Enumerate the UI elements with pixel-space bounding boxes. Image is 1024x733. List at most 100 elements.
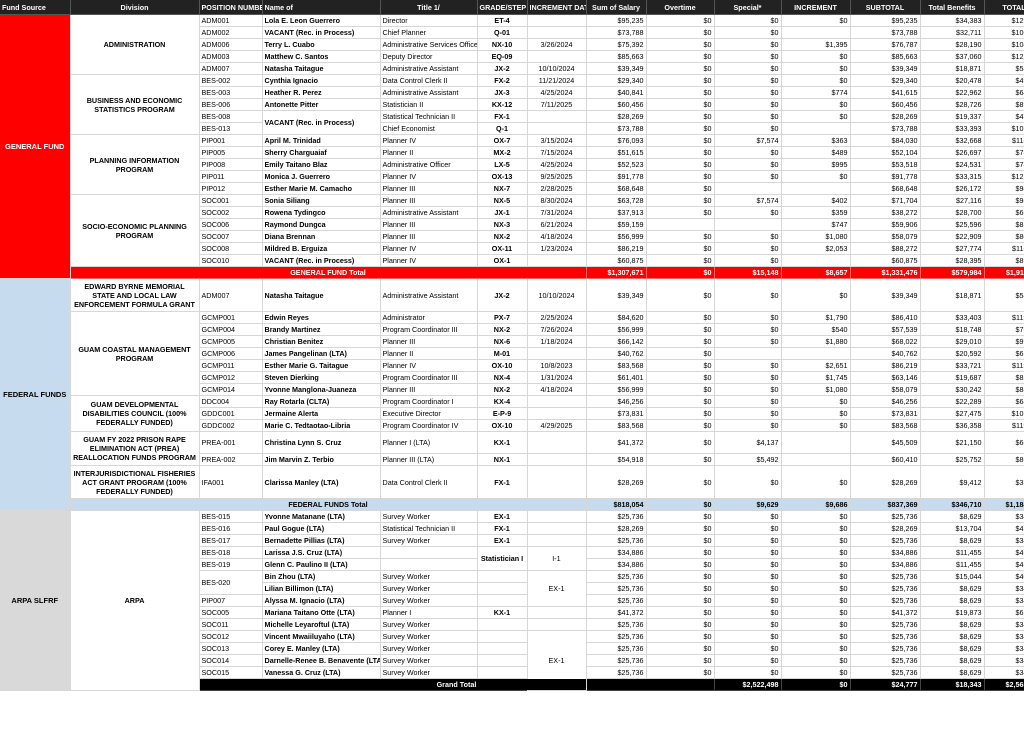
cell-subtotal: $25,736 xyxy=(850,630,921,643)
cell-benefits: $8,629 xyxy=(920,534,985,547)
cell-grade: JX-2 xyxy=(477,278,528,312)
cell-overtime: $0 xyxy=(646,62,715,75)
cell-total: $34,365 xyxy=(984,582,1024,595)
cell-grade: KX-1 xyxy=(477,606,528,619)
cell-total: $82,833 xyxy=(984,371,1024,384)
cell-benefits: $34,383 xyxy=(920,14,985,27)
cell-increment-date: 2/28/2025 xyxy=(527,182,587,195)
cell-increment xyxy=(781,182,851,195)
cell-overtime: $0 xyxy=(646,431,715,454)
cell-name: Rowena Tydingco xyxy=(262,206,381,219)
cell-salary: $85,663 xyxy=(586,50,647,63)
cell-grade: NX-2 xyxy=(477,383,528,396)
cell-subtotal: $46,256 xyxy=(850,395,921,408)
cell-name: Michelle Leyaroftul (LTA) xyxy=(262,618,381,631)
cell-name: Natasha Taitague xyxy=(262,278,381,312)
grand-total-value: $18,343 xyxy=(920,678,985,691)
cell-increment-date: 1/31/2024 xyxy=(527,371,587,384)
cell-total: $49,818 xyxy=(984,74,1024,87)
cell-increment-date: 10/10/2024 xyxy=(527,278,587,312)
cell-position: SOC011 xyxy=(199,618,263,631)
cell-grade: NX-2 xyxy=(477,323,528,336)
cell-position: BES-015 xyxy=(199,510,263,523)
cell-benefits: $22,909 xyxy=(920,230,985,243)
cell-title: Planner II xyxy=(380,146,478,159)
cell-grade: KX-1 xyxy=(477,431,528,454)
fund-source-arpa: ARPA SLFRF xyxy=(0,510,71,691)
cell-salary: $28,269 xyxy=(586,522,647,535)
cell-total: $34,365 xyxy=(984,642,1024,655)
cell-subtotal: $39,349 xyxy=(850,278,921,312)
cell-benefits: $8,629 xyxy=(920,666,985,679)
cell-increment-date: 4/25/2024 xyxy=(527,86,587,99)
cell-special: $0 xyxy=(714,14,782,27)
total-row-federal: FEDERAL FUNDS Total $818,054 $0 $9,629 $9,68… xyxy=(0,498,1024,511)
cell-grade: NX-4 xyxy=(477,371,528,384)
cell-overtime: $0 xyxy=(646,146,715,159)
cell-position: SOC007 xyxy=(199,230,263,243)
cell-name: Matthew C. Santos xyxy=(262,50,381,63)
cell-subtotal: $68,022 xyxy=(850,335,921,348)
cell-grade: LX-5 xyxy=(477,158,528,171)
cell-increment-date xyxy=(527,395,587,408)
cell-subtotal: $60,875 xyxy=(850,254,921,267)
cell-salary: $83,568 xyxy=(586,419,647,432)
cell-overtime: $0 xyxy=(646,230,715,243)
cell-position: GCMP012 xyxy=(199,371,263,384)
table-row: GCMP005 Christian Benitez Planner III NX-6 1… xyxy=(0,335,1024,348)
cell-increment: $0 xyxy=(781,630,851,643)
cell-subtotal: $63,146 xyxy=(850,371,921,384)
cell-name: Vanessa G. Cruz (LTA) xyxy=(262,666,381,679)
cell-name: Brandy Martinez xyxy=(262,323,381,336)
cell-subtotal: $85,663 xyxy=(850,50,921,63)
cell-benefits: $8,629 xyxy=(920,594,985,607)
cell-increment-date: 4/18/2024 xyxy=(527,230,587,243)
cell-position: SOC001 xyxy=(199,194,263,207)
fund-source-general: GENERAL FUND xyxy=(0,14,71,279)
cell-position: PIP007 xyxy=(199,594,263,607)
cell-grade: OX-1 xyxy=(477,254,528,267)
cell-overtime: $0 xyxy=(646,618,715,631)
cell-salary: $25,736 xyxy=(586,534,647,547)
cell-salary: $25,736 xyxy=(586,630,647,643)
cell-increment xyxy=(781,254,851,267)
division-arpa: ARPA xyxy=(70,510,200,691)
cell-increment: $0 xyxy=(781,510,851,523)
cell-salary: $25,736 xyxy=(586,510,647,523)
cell-position: BES-019 xyxy=(199,558,263,571)
cell-subtotal: $45,509 xyxy=(850,431,921,454)
cell-increment-date xyxy=(527,431,587,454)
grand-total-value: $0 xyxy=(781,678,851,691)
col-title: Title 1/ xyxy=(380,0,478,15)
cell-name: Jermaine Alerta xyxy=(262,407,381,420)
cell-name: Esther Marie M. Camacho xyxy=(262,182,381,195)
cell-increment-date xyxy=(527,50,587,63)
cell-increment: $774 xyxy=(781,86,851,99)
cell-special: $0 xyxy=(714,110,782,123)
cell-name: Lola E. Leon Guerrero xyxy=(262,14,381,27)
cell-position: SOC013 xyxy=(199,642,263,655)
cell-grade: NX-7 xyxy=(477,182,528,195)
cell-title: Planner II xyxy=(380,347,478,360)
cell-benefits: $25,752 xyxy=(920,453,985,466)
cell-position: BES-013 xyxy=(199,122,263,135)
cell-special: $0 xyxy=(714,654,782,667)
cell-increment: $1,745 xyxy=(781,371,851,384)
cell-position: ADM002 xyxy=(199,26,263,39)
cell-benefits: $33,315 xyxy=(920,170,985,183)
cell-title: Planner III xyxy=(380,182,478,195)
cell-total: $85,502 xyxy=(984,218,1024,231)
cell-special: $0 xyxy=(714,62,782,75)
cell-special: $0 xyxy=(714,582,782,595)
cell-total: $58,220 xyxy=(984,62,1024,75)
cell-overtime: $0 xyxy=(646,465,715,499)
cell-increment: $0 xyxy=(781,642,851,655)
cell-title: Planner I (LTA) xyxy=(380,431,478,454)
division-soc: SOCIO-ECONOMIC PLANNING PROGRAM xyxy=(70,194,200,267)
cell-salary: $84,620 xyxy=(586,311,647,324)
cell-grade: OX-13 xyxy=(477,170,528,183)
cell-grade xyxy=(477,654,528,667)
cell-grade: PX-7 xyxy=(477,311,528,324)
cell-subtotal: $68,648 xyxy=(850,182,921,195)
cell-subtotal: $25,736 xyxy=(850,534,921,547)
